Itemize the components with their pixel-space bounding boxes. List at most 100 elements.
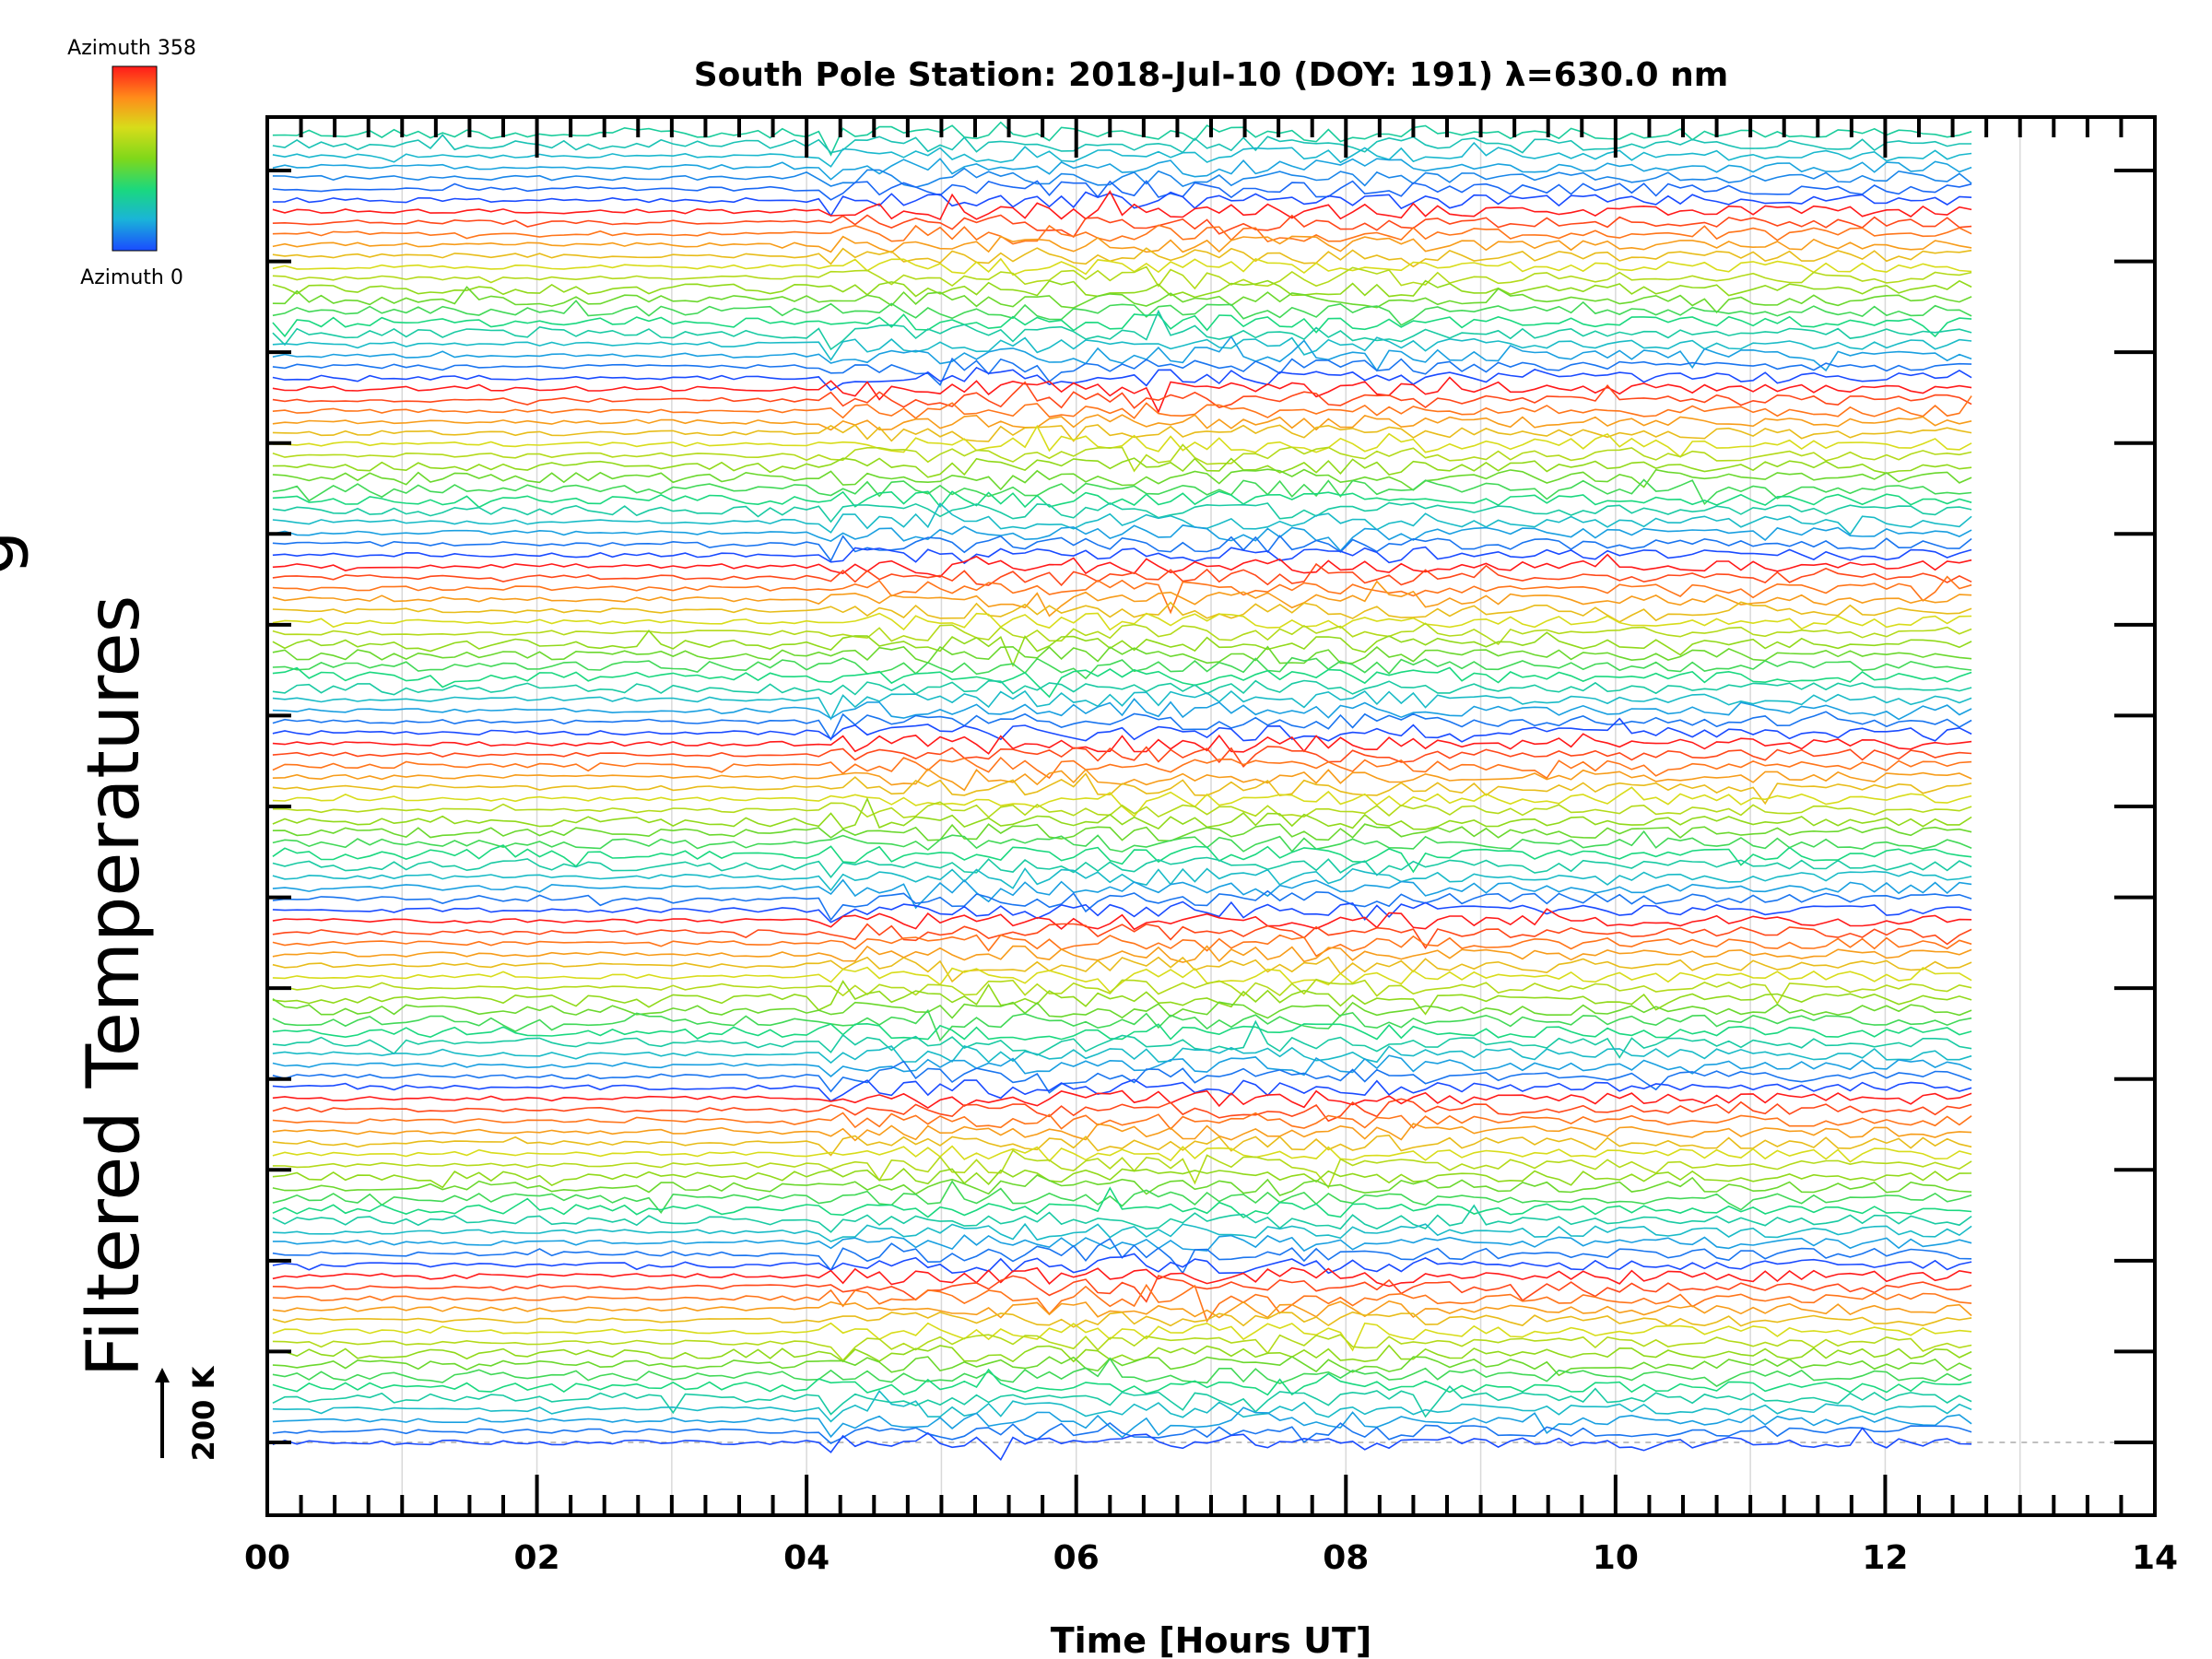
series-line (272, 733, 1972, 755)
series-line (272, 553, 1972, 578)
series-line (272, 180, 1972, 201)
series-line (272, 823, 1972, 842)
x-tick-label: 04 (783, 1539, 830, 1577)
series-line (272, 1253, 1972, 1275)
series-line (272, 772, 1972, 806)
series-line (272, 562, 1972, 587)
y-axis-label-partial: g (0, 530, 30, 576)
series-line (272, 546, 1972, 565)
x-tick-label: 10 (1593, 1539, 1639, 1577)
series-line (272, 478, 1972, 506)
series-line (272, 945, 1972, 963)
y-axis-label: Filtered Temperatures (73, 595, 156, 1377)
series-line (272, 490, 1972, 509)
series-line (272, 247, 1972, 268)
colorbar-top-label: Azimuth 358 (67, 37, 196, 60)
series-line (272, 457, 1972, 478)
series-line (272, 923, 1972, 949)
series-line (272, 1123, 1972, 1142)
series-line (272, 1237, 1972, 1275)
series-line (272, 535, 1972, 562)
series-line (272, 424, 1972, 442)
colorbar (112, 65, 158, 252)
series-line (272, 1060, 1972, 1094)
series-line (272, 711, 1972, 741)
series-line (272, 601, 1972, 623)
series-line (272, 141, 1972, 168)
series-line (272, 889, 1972, 922)
series-line (272, 214, 1972, 239)
series-line (272, 1022, 1972, 1041)
series-line (272, 844, 1972, 874)
series-line (272, 1008, 1972, 1042)
series-line (272, 698, 1972, 721)
x-tick-label: 14 (2132, 1539, 2178, 1577)
series-line (272, 336, 1972, 361)
series-line (272, 756, 1972, 780)
series-line (272, 689, 1972, 721)
series-line (272, 1149, 1972, 1189)
chart-title: South Pole Station: 2018-Jul-10 (DOY: 19… (694, 56, 1729, 94)
series-line (272, 856, 1972, 878)
series-line (272, 257, 1972, 276)
series-line (272, 366, 1972, 392)
series-line (272, 1300, 1972, 1319)
series-line (272, 746, 1972, 768)
series-line (272, 679, 1972, 696)
series-line (272, 1422, 1972, 1444)
scale-bar-label: 200 K (186, 1365, 221, 1461)
series-line (272, 424, 1972, 458)
x-tick-labels: 00 02 04 06 08 10 12 14 (244, 1539, 2178, 1577)
series-line (272, 1112, 1972, 1131)
scale-bar-arrow-icon (155, 1368, 170, 1382)
series-line (272, 978, 1972, 1006)
series-line (272, 1098, 1972, 1123)
series-line (272, 980, 1972, 1016)
series-line (272, 580, 1972, 618)
axes (265, 115, 2157, 1517)
series-line (272, 1368, 1972, 1396)
series-line (272, 645, 1972, 665)
series-line (272, 265, 1972, 290)
series-line (272, 313, 1972, 338)
series-line (272, 612, 1972, 631)
series-line (272, 1145, 1972, 1163)
series-line (272, 524, 1972, 552)
series-line (272, 629, 1972, 668)
series-line (272, 1356, 1972, 1377)
x-tick-label: 12 (1862, 1539, 1908, 1577)
series-line (272, 357, 1972, 386)
series-line (272, 801, 1972, 818)
grid-lines (401, 117, 2021, 1515)
series-line (272, 717, 1972, 743)
series-line (272, 191, 1972, 218)
x-axis-label: Time [Hours UT] (1051, 1620, 1372, 1659)
series-line (272, 1044, 1972, 1065)
series-line (272, 134, 1972, 154)
series-line (272, 502, 1972, 535)
series-line (272, 1174, 1972, 1196)
series-line (272, 622, 1972, 646)
series-line (272, 1322, 1972, 1352)
x-tick-label: 08 (1323, 1539, 1369, 1577)
series-line (272, 956, 1972, 983)
series-line (272, 1427, 1972, 1462)
series-line (272, 1275, 1972, 1303)
series-line (272, 335, 1972, 372)
series-line (272, 796, 1972, 830)
series-line (272, 934, 1972, 958)
series-line (272, 1168, 1972, 1189)
series-line (272, 1334, 1972, 1362)
series-line (272, 1283, 1972, 1324)
series-line (272, 468, 1972, 491)
series-line (272, 998, 1972, 1019)
series-line (272, 1180, 1972, 1214)
series-line (272, 501, 1972, 524)
series-line (272, 381, 1972, 409)
series-line (272, 1186, 1972, 1218)
series-line (272, 167, 1972, 188)
temperature-series (272, 121, 1972, 1462)
series-line (272, 1078, 1972, 1102)
scale-bar: 200 K (155, 1365, 221, 1461)
